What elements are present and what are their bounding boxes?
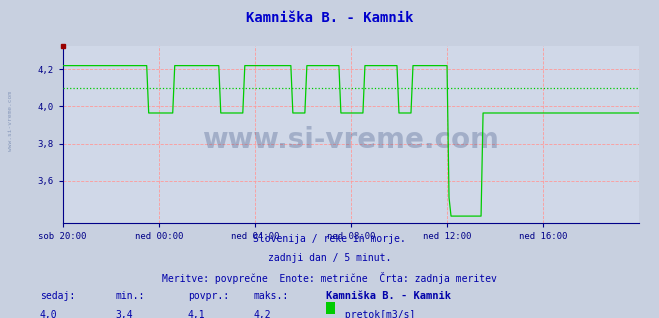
Text: 4,2: 4,2 (254, 310, 272, 318)
Text: povpr.:: povpr.: (188, 291, 229, 301)
Text: 4,0: 4,0 (40, 310, 57, 318)
Text: sedaj:: sedaj: (40, 291, 74, 301)
Text: Meritve: povprečne  Enote: metrične  Črta: zadnja meritev: Meritve: povprečne Enote: metrične Črta:… (162, 272, 497, 284)
Text: min.:: min.: (115, 291, 145, 301)
Text: zadnji dan / 5 minut.: zadnji dan / 5 minut. (268, 253, 391, 263)
Text: Kamniška B. - Kamnik: Kamniška B. - Kamnik (246, 11, 413, 25)
Text: www.si-vreme.com: www.si-vreme.com (202, 126, 500, 154)
Text: maks.:: maks.: (254, 291, 289, 301)
Text: 4,1: 4,1 (188, 310, 206, 318)
Text: Slovenija / reke in morje.: Slovenija / reke in morje. (253, 234, 406, 244)
Text: pretok[m3/s]: pretok[m3/s] (339, 310, 416, 318)
Text: Kamniška B. - Kamnik: Kamniška B. - Kamnik (326, 291, 451, 301)
Text: www.si-vreme.com: www.si-vreme.com (8, 91, 13, 151)
Text: 3,4: 3,4 (115, 310, 133, 318)
